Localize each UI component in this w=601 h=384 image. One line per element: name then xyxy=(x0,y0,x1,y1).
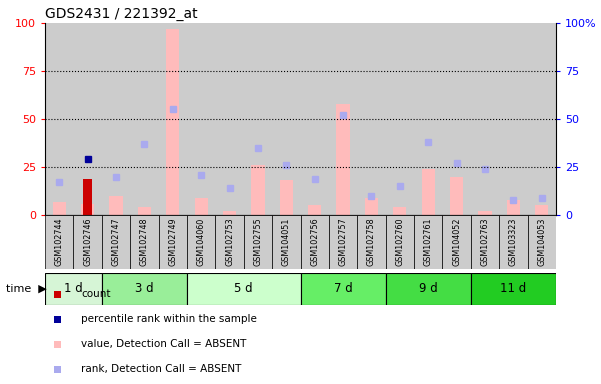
Bar xyxy=(159,23,187,215)
Bar xyxy=(130,215,159,269)
Bar xyxy=(195,198,208,215)
Bar xyxy=(130,23,159,215)
Text: GSM102753: GSM102753 xyxy=(225,218,234,266)
Text: count: count xyxy=(81,289,111,300)
Bar xyxy=(81,204,94,215)
Bar xyxy=(187,215,215,269)
Text: GSM104051: GSM104051 xyxy=(282,218,291,266)
Text: GSM102763: GSM102763 xyxy=(480,218,489,266)
Bar xyxy=(393,207,406,215)
Bar xyxy=(357,23,386,215)
Text: GSM102757: GSM102757 xyxy=(338,218,347,266)
Text: GSM104052: GSM104052 xyxy=(452,218,461,266)
Bar xyxy=(187,273,300,305)
Text: rank, Detection Call = ABSENT: rank, Detection Call = ABSENT xyxy=(81,364,242,374)
Bar xyxy=(421,169,435,215)
Text: time  ▶: time ▶ xyxy=(6,284,47,294)
Text: GDS2431 / 221392_at: GDS2431 / 221392_at xyxy=(45,7,198,21)
Bar xyxy=(329,23,357,215)
Bar xyxy=(272,215,300,269)
Bar xyxy=(223,211,236,215)
Bar xyxy=(138,207,151,215)
Bar xyxy=(414,23,442,215)
Text: GSM102747: GSM102747 xyxy=(112,218,121,266)
Bar xyxy=(414,215,442,269)
Bar xyxy=(45,273,102,305)
Bar xyxy=(450,177,463,215)
Bar xyxy=(215,23,244,215)
Text: percentile rank within the sample: percentile rank within the sample xyxy=(81,314,257,324)
Bar xyxy=(535,205,548,215)
Text: GSM102749: GSM102749 xyxy=(168,218,177,266)
Text: GSM102756: GSM102756 xyxy=(310,218,319,266)
Bar xyxy=(166,29,180,215)
Bar xyxy=(102,215,130,269)
Bar xyxy=(159,215,187,269)
Bar xyxy=(102,273,187,305)
Text: GSM102755: GSM102755 xyxy=(254,218,263,266)
Bar xyxy=(329,215,357,269)
Bar xyxy=(365,198,378,215)
Bar xyxy=(337,104,350,215)
Bar xyxy=(251,165,264,215)
Text: GSM104053: GSM104053 xyxy=(537,218,546,266)
Text: GSM103323: GSM103323 xyxy=(509,218,518,266)
Bar xyxy=(73,23,102,215)
Bar xyxy=(386,273,471,305)
Bar xyxy=(73,215,102,269)
Bar xyxy=(45,23,73,215)
Bar xyxy=(308,205,322,215)
Text: GSM102744: GSM102744 xyxy=(55,218,64,266)
Bar xyxy=(442,215,471,269)
Bar xyxy=(215,215,244,269)
Bar xyxy=(187,23,215,215)
Bar xyxy=(102,23,130,215)
Text: 1 d: 1 d xyxy=(64,283,83,295)
Text: GSM102758: GSM102758 xyxy=(367,218,376,266)
Bar xyxy=(499,215,528,269)
Bar xyxy=(84,179,92,215)
Text: 7 d: 7 d xyxy=(334,283,352,295)
Bar xyxy=(478,211,492,215)
Bar xyxy=(499,23,528,215)
Bar xyxy=(53,202,66,215)
Bar xyxy=(244,215,272,269)
Text: GSM102748: GSM102748 xyxy=(140,218,149,266)
Text: GSM104060: GSM104060 xyxy=(197,218,206,266)
Bar xyxy=(300,23,329,215)
Text: value, Detection Call = ABSENT: value, Detection Call = ABSENT xyxy=(81,339,246,349)
Bar xyxy=(272,23,300,215)
Bar xyxy=(109,196,123,215)
Text: 3 d: 3 d xyxy=(135,283,154,295)
Bar xyxy=(528,23,556,215)
Bar xyxy=(45,215,73,269)
Bar xyxy=(386,215,414,269)
Bar xyxy=(386,23,414,215)
Text: GSM102760: GSM102760 xyxy=(395,218,404,266)
Text: GSM102761: GSM102761 xyxy=(424,218,433,266)
Text: 11 d: 11 d xyxy=(500,283,526,295)
Bar xyxy=(442,23,471,215)
Bar xyxy=(279,180,293,215)
Bar xyxy=(507,200,520,215)
Bar xyxy=(300,273,386,305)
Text: 9 d: 9 d xyxy=(419,283,438,295)
Bar xyxy=(471,215,499,269)
Text: 5 d: 5 d xyxy=(234,283,253,295)
Text: GSM102746: GSM102746 xyxy=(83,218,92,266)
Bar xyxy=(471,23,499,215)
Bar xyxy=(244,23,272,215)
Bar xyxy=(471,273,556,305)
Bar xyxy=(528,215,556,269)
Bar xyxy=(300,215,329,269)
Bar xyxy=(357,215,386,269)
